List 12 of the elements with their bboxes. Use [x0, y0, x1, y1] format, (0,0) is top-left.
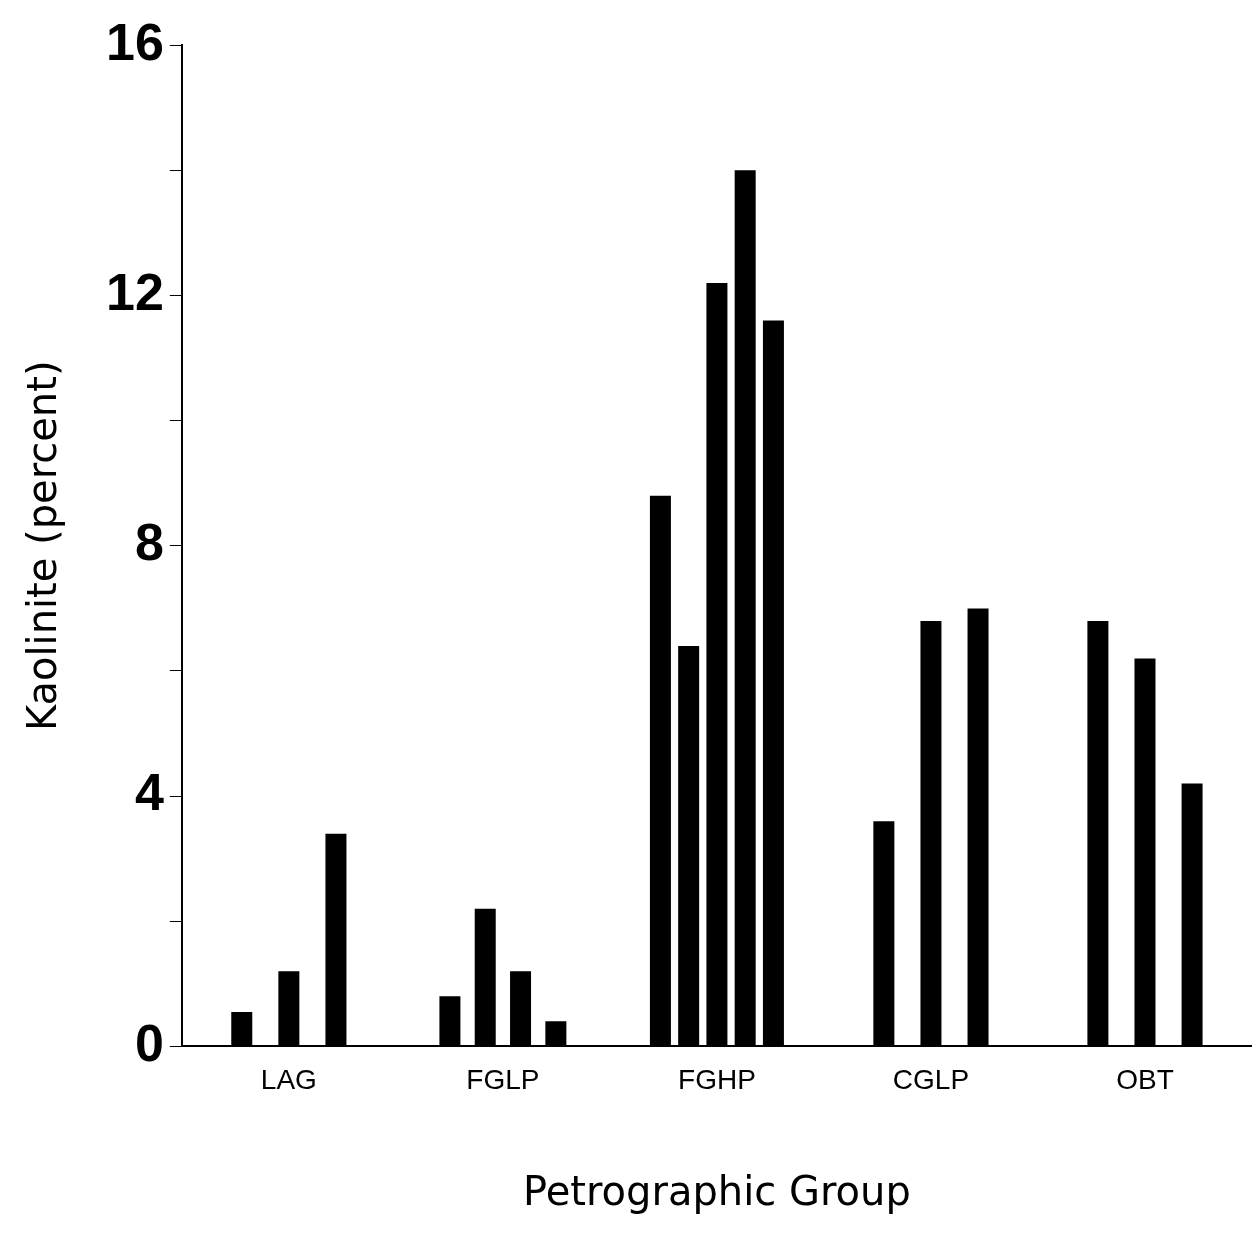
y-tick-label: 16	[106, 12, 164, 71]
x-tick-label: CGLP	[892, 1063, 970, 1095]
x-tick-label: OBT	[1116, 1063, 1174, 1095]
y-tick-label: 8	[134, 513, 164, 572]
x-tick-label: FGHP	[678, 1063, 756, 1095]
y-tick-label: 12	[106, 262, 164, 321]
y-tick-label: 4	[134, 763, 164, 822]
y-axis-title: Kaolinite (percent)	[19, 360, 66, 732]
x-tick-label: FGLP	[466, 1063, 540, 1095]
x-axis-title: Petrographic Group	[523, 1168, 911, 1215]
x-tick-label: LAG	[260, 1063, 317, 1095]
y-tick-label: 0	[134, 1013, 164, 1072]
